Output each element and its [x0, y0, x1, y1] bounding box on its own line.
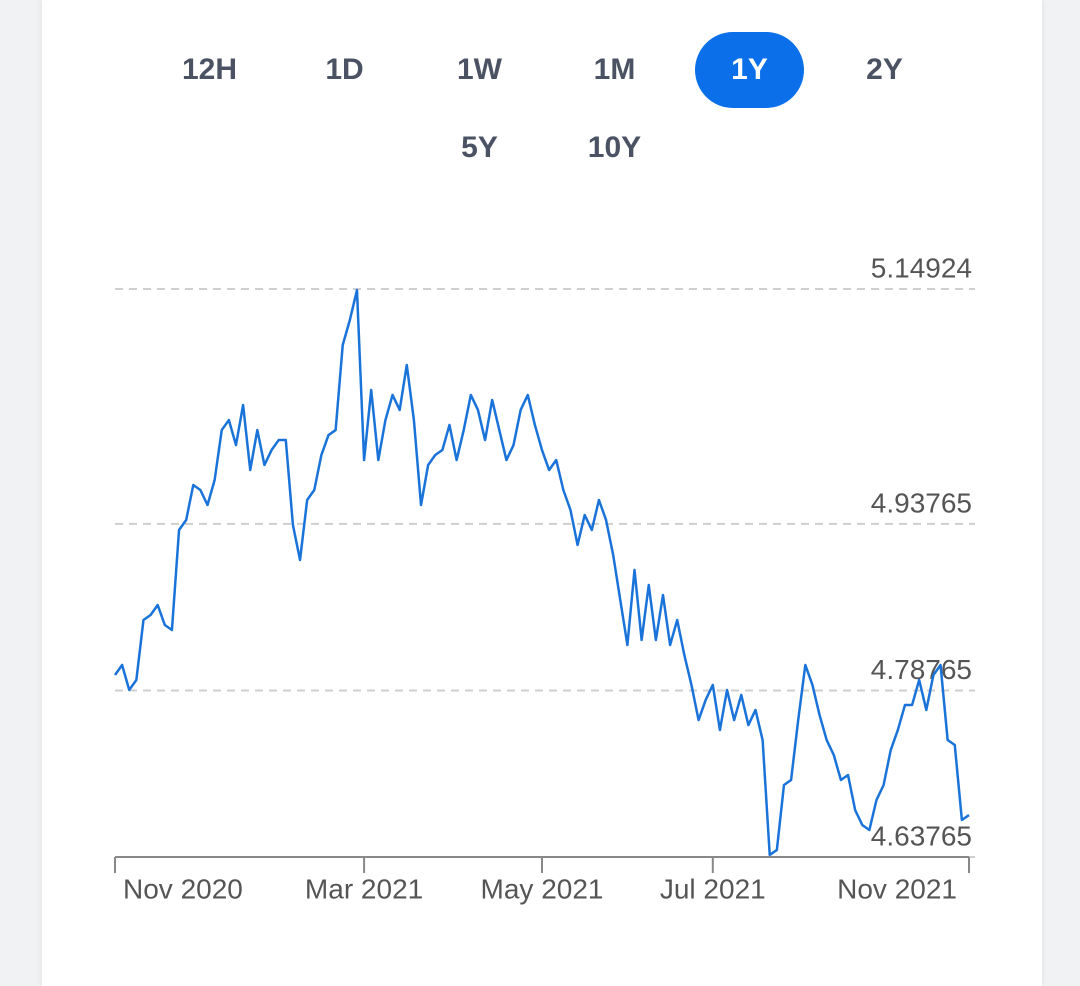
card [42, 0, 1042, 986]
x-tick-label: Nov 2020 [123, 873, 243, 904]
x-tick-label: Jul 2021 [660, 873, 766, 904]
y-tick-label: 4.63765 [871, 820, 972, 851]
range-button-label: 1D [325, 53, 364, 86]
y-tick-label: 4.93765 [871, 487, 972, 518]
range-button[interactable]: 2Y [817, 32, 952, 108]
range-button[interactable]: 1M [547, 32, 682, 108]
range-button[interactable]: 1W [412, 32, 547, 108]
y-tick-label: 5.14924 [871, 252, 972, 283]
range-button-label: 10Y [587, 131, 642, 164]
range-button[interactable]: 10Y [547, 110, 682, 186]
range-button-label: 1M [593, 53, 636, 86]
range-button[interactable]: 5Y [412, 110, 547, 186]
range-selector: 12H 1D 1W 1M 1Y 2Y 5Y 10Y [142, 32, 952, 186]
range-button-label: 1Y [695, 32, 804, 108]
range-button[interactable]: 1Y [682, 32, 817, 108]
range-button-label: 2Y [866, 53, 903, 86]
range-button[interactable]: 12H [142, 32, 277, 108]
x-tick-label: Mar 2021 [305, 873, 423, 904]
x-tick-label: May 2021 [481, 873, 604, 904]
range-button[interactable]: 1D [277, 32, 412, 108]
range-button-label: 1W [457, 53, 502, 86]
y-tick-label: 4.78765 [871, 654, 972, 685]
range-button-label: 12H [181, 53, 238, 86]
x-tick-label: Nov 2021 [837, 873, 957, 904]
range-button-label: 5Y [461, 131, 498, 164]
price-line [113, 288, 970, 857]
